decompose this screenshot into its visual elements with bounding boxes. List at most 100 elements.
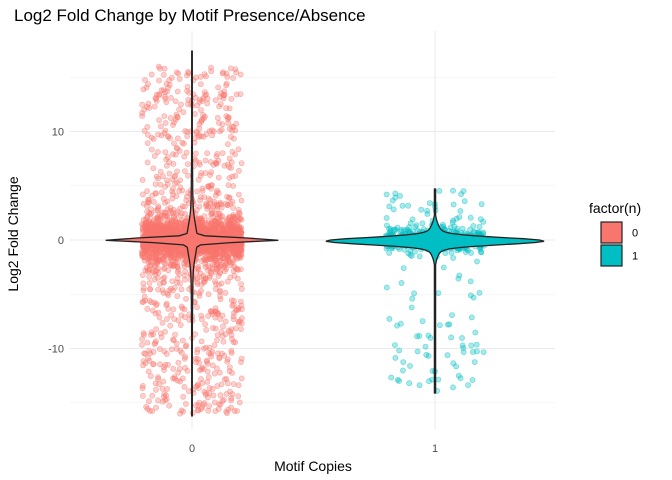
- point-1: [413, 222, 420, 229]
- point-1: [400, 265, 407, 271]
- point-0: [235, 318, 242, 325]
- legend-label-0: 0: [632, 228, 638, 240]
- point-0: [208, 185, 215, 192]
- point-0: [213, 365, 220, 372]
- point-0: [171, 213, 178, 220]
- point-0: [220, 323, 226, 330]
- point-0: [216, 369, 223, 376]
- point-0: [174, 247, 181, 254]
- point-1: [408, 304, 415, 311]
- point-0: [160, 279, 167, 286]
- point-0: [205, 291, 212, 298]
- point-0: [228, 95, 235, 102]
- point-0: [221, 224, 228, 230]
- point-1: [460, 349, 467, 355]
- point-0: [152, 181, 159, 187]
- point-0: [236, 210, 243, 217]
- point-0: [238, 359, 244, 365]
- point-0: [224, 161, 231, 168]
- point-0: [170, 191, 176, 198]
- point-0: [145, 81, 151, 88]
- point-1: [450, 201, 457, 208]
- x-tick-label: 0: [189, 443, 195, 455]
- point-0: [140, 362, 146, 369]
- point-0: [197, 194, 204, 200]
- point-1: [478, 201, 485, 208]
- point-1: [472, 329, 479, 336]
- point-0: [223, 266, 229, 272]
- point-0: [228, 349, 235, 356]
- point-1: [409, 216, 416, 223]
- point-0: [196, 125, 203, 132]
- point-0: [236, 209, 242, 216]
- point-1: [427, 334, 434, 341]
- point-1: [390, 206, 397, 213]
- point-0: [210, 128, 217, 135]
- point-0: [149, 192, 156, 199]
- point-0: [169, 176, 176, 183]
- point-1: [398, 279, 405, 286]
- point-0: [238, 281, 244, 287]
- point-1: [476, 289, 483, 296]
- point-1: [436, 322, 443, 329]
- point-0: [226, 194, 233, 201]
- point-0: [171, 374, 178, 380]
- point-0: [233, 120, 240, 127]
- point-1: [474, 348, 480, 355]
- legend-point-1: [608, 252, 615, 259]
- point-0: [172, 98, 179, 105]
- point-0: [236, 167, 242, 174]
- point-1: [406, 224, 412, 231]
- point-0: [227, 388, 233, 395]
- point-0: [237, 71, 244, 78]
- point-0: [192, 150, 199, 157]
- point-0: [224, 254, 231, 260]
- point-0: [220, 92, 227, 99]
- point-1: [392, 354, 399, 361]
- point-0: [164, 154, 171, 161]
- point-0: [163, 80, 170, 87]
- plot-area: [70, 31, 555, 429]
- point-0: [178, 286, 185, 293]
- point-0: [153, 386, 159, 393]
- point-0: [177, 220, 184, 227]
- point-0: [217, 401, 224, 408]
- point-0: [184, 161, 191, 167]
- point-1: [435, 376, 442, 383]
- legend-point-0: [608, 229, 615, 236]
- point-1: [470, 223, 477, 229]
- point-0: [154, 260, 161, 267]
- point-0: [213, 153, 220, 160]
- point-0: [153, 173, 160, 180]
- point-0: [150, 361, 157, 368]
- point-0: [174, 293, 181, 299]
- point-0: [159, 385, 166, 392]
- point-0: [219, 150, 226, 156]
- point-0: [142, 77, 148, 83]
- point-0: [139, 101, 146, 108]
- point-0: [214, 187, 221, 194]
- point-0: [204, 378, 211, 385]
- point-0: [144, 188, 150, 194]
- point-0: [142, 248, 149, 255]
- legend-title: factor(n): [589, 200, 641, 216]
- point-1: [470, 294, 477, 301]
- point-0: [214, 337, 220, 343]
- point-0: [194, 349, 201, 356]
- point-0: [154, 274, 161, 281]
- point-0: [230, 268, 237, 274]
- point-1: [440, 264, 447, 271]
- point-0: [174, 268, 181, 275]
- point-0: [200, 95, 207, 102]
- point-0: [169, 263, 176, 270]
- point-0: [164, 316, 170, 322]
- point-1: [462, 249, 469, 255]
- point-1: [444, 352, 451, 359]
- point-0: [157, 330, 164, 337]
- point-0: [177, 177, 183, 184]
- point-0: [181, 153, 188, 160]
- point-0: [226, 175, 233, 181]
- point-0: [141, 127, 148, 134]
- point-0: [220, 338, 227, 345]
